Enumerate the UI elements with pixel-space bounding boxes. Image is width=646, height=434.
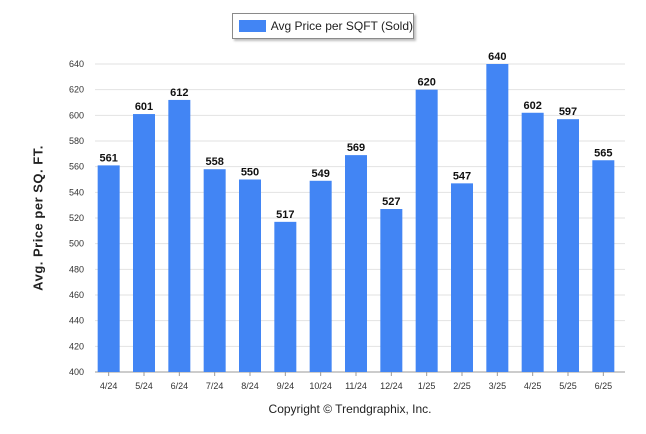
- y-tick-label: 420: [69, 341, 84, 351]
- x-tick-label: 10/24: [309, 381, 332, 391]
- data-label: 601: [135, 101, 153, 113]
- y-tick-label: 560: [69, 162, 84, 172]
- bar[interactable]: [592, 160, 615, 372]
- bar[interactable]: [380, 209, 403, 372]
- legend-swatch: [239, 20, 266, 32]
- bar[interactable]: [557, 119, 579, 372]
- data-label: 602: [523, 100, 541, 112]
- bar[interactable]: [415, 89, 438, 373]
- x-tick-label: 6/24: [171, 381, 189, 391]
- x-tick-label: 7/24: [206, 381, 224, 391]
- x-tick-label: 6/25: [595, 381, 613, 391]
- y-tick-label: 480: [69, 264, 84, 274]
- data-label: 612: [170, 87, 188, 99]
- data-label: 569: [347, 142, 365, 154]
- y-tick-label: 500: [69, 239, 84, 249]
- bar[interactable]: [345, 155, 367, 372]
- data-label: 620: [417, 77, 435, 89]
- data-label: 549: [311, 168, 329, 180]
- y-tick-label: 580: [69, 136, 84, 146]
- x-tick-label: 2/25: [453, 381, 471, 391]
- x-tick-label: 11/24: [345, 381, 367, 391]
- bar[interactable]: [486, 64, 509, 372]
- bars: [97, 64, 615, 373]
- data-label: 550: [241, 167, 259, 179]
- x-tick-label: 9/24: [277, 381, 295, 391]
- y-tick-label: 520: [69, 213, 84, 223]
- bar[interactable]: [521, 112, 544, 373]
- y-tick-label: 460: [69, 290, 84, 300]
- x-axis-ticks: 4/24 5/24 6/24 7/24 8/24 9/24 10/24 11/24 12/24 1…: [100, 372, 612, 391]
- data-label: 565: [594, 147, 612, 159]
- y-tick-label: 400: [69, 367, 84, 377]
- x-tick-label: 5/24: [135, 381, 153, 391]
- x-tick-label: 8/24: [241, 381, 259, 391]
- x-tick-label: 3/25: [489, 381, 507, 391]
- x-tick-label: 1/25: [418, 381, 436, 391]
- bar[interactable]: [168, 99, 191, 372]
- legend[interactable]: Avg Price per SQFT (Sold): [232, 13, 414, 39]
- bar[interactable]: [451, 183, 473, 372]
- bar[interactable]: [133, 114, 155, 373]
- bar[interactable]: [274, 221, 297, 372]
- y-tick-label: 440: [69, 316, 84, 326]
- y-tick-label: 620: [69, 85, 84, 95]
- legend-label: Avg Price per SQFT (Sold): [270, 19, 413, 33]
- data-labels: 561 601 612 558 550 517 549 569 527 620 547 640 602 5…: [99, 51, 612, 221]
- y-tick-label: 640: [69, 59, 84, 69]
- data-label: 527: [382, 196, 400, 208]
- bar[interactable]: [203, 169, 226, 372]
- data-label: 517: [276, 209, 294, 221]
- x-tick-label: 4/25: [524, 381, 542, 391]
- y-axis-ticks: 400 420 440 460 480 500 520 540 560 580 600 620 640: [69, 59, 84, 377]
- y-tick-label: 600: [69, 110, 84, 120]
- bar[interactable]: [239, 179, 261, 373]
- data-label: 558: [205, 156, 223, 168]
- x-tick-label: 4/24: [100, 381, 118, 391]
- y-tick-label: 540: [69, 187, 84, 197]
- data-label: 640: [488, 51, 506, 63]
- data-label: 547: [453, 170, 471, 182]
- x-tick-label: 12/24: [380, 381, 403, 391]
- y-axis-title: Avg. Price per SQ. FT.: [30, 145, 46, 291]
- data-label: 597: [559, 106, 577, 118]
- bar[interactable]: [97, 165, 120, 372]
- bar[interactable]: [309, 180, 332, 372]
- data-label: 561: [99, 152, 117, 164]
- copyright-note: Copyright © Trendgraphix, Inc.: [268, 402, 432, 416]
- x-tick-label: 5/25: [559, 381, 577, 391]
